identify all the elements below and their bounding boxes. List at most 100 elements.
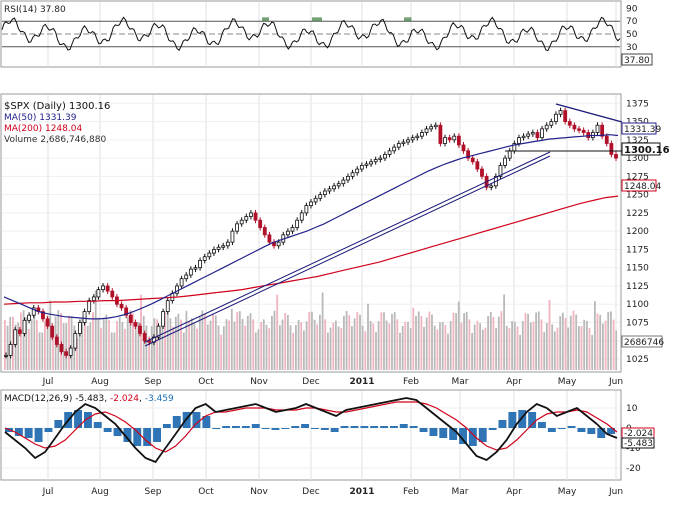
candle-body [22, 319, 27, 334]
ma50-tag: 1331.39 [624, 125, 661, 135]
volume-bar [303, 330, 305, 370]
candle-body [87, 300, 92, 312]
legend-ma50: MA(50) 1331.39 [4, 113, 77, 123]
volume-bar [596, 313, 599, 370]
macd-histogram-bar [439, 428, 448, 438]
candle-body [258, 219, 263, 228]
volume-bar [300, 322, 303, 370]
candle-body [31, 307, 36, 316]
volume-bar [375, 332, 377, 370]
volume-bar [599, 314, 602, 370]
month-label: 2011 [349, 487, 374, 497]
month-label: Mar [452, 377, 469, 387]
ma200-line [3, 195, 619, 305]
macd-histogram-bar [261, 428, 270, 429]
volume-bar [372, 323, 375, 370]
macd-signal-value: -2.024 [110, 394, 139, 404]
candle-body [124, 307, 129, 316]
volume-bar [17, 322, 20, 370]
volume-bar [404, 321, 407, 370]
volume-bar [177, 313, 180, 370]
candle-body [581, 129, 586, 133]
candle-body [346, 175, 350, 181]
volume-bar [332, 322, 335, 370]
candle-body [147, 340, 152, 343]
volume-bar [591, 334, 594, 370]
candle-body [133, 322, 138, 327]
macd-histogram-bar [587, 428, 596, 434]
volume-bar [351, 326, 353, 370]
macd-histogram-bar [271, 428, 280, 430]
volume-bar [145, 325, 148, 370]
volume-bar [190, 318, 193, 370]
macd-histogram-bar [409, 426, 418, 428]
volume-bar [324, 319, 327, 370]
volume-bar [161, 321, 164, 370]
volume-bar [508, 327, 511, 370]
volume-bar [572, 310, 575, 370]
candle-body [461, 144, 466, 152]
volume-tag: 2686746 [624, 338, 664, 348]
macd-histogram-bar [557, 428, 566, 429]
rsi-tick-label: 50 [626, 30, 638, 40]
macd-histogram-bar [370, 426, 379, 428]
candle-body [50, 325, 55, 338]
month-label: Dec [302, 377, 319, 387]
volume-bar [271, 315, 273, 370]
volume-bars [4, 290, 618, 370]
rsi-overbought-fill [404, 17, 412, 22]
volume-bar [257, 329, 260, 370]
volume-bar [244, 325, 247, 370]
volume-bar [361, 325, 364, 370]
volume-bar [497, 316, 500, 370]
volume-bar [105, 314, 108, 370]
volume-bar [126, 316, 129, 370]
volume-bar [345, 311, 348, 370]
macd-tick-label: -20 [626, 464, 641, 474]
trendline-lower [144, 151, 551, 343]
month-label: Apr [506, 487, 522, 497]
candle-body [336, 183, 341, 187]
volume-bar [273, 310, 276, 370]
candle-body [276, 241, 281, 247]
macd-histogram-bar [74, 410, 82, 428]
volume-bar [84, 318, 86, 370]
volume-bar [580, 326, 583, 370]
price-tick-label: 1300 [626, 154, 649, 164]
macd-histogram-bar [44, 428, 53, 432]
volume-bar [94, 290, 97, 370]
volume-bar [305, 321, 308, 370]
month-label: Aug [91, 377, 109, 387]
price-series [3, 103, 623, 359]
volume-bar [569, 315, 572, 370]
month-label: Oct [198, 487, 214, 497]
volume-bar [548, 299, 551, 370]
volume-bar [108, 319, 110, 370]
candle-body [64, 351, 68, 356]
macd-histogram-bar [311, 428, 319, 429]
volume-bar [511, 321, 513, 370]
volume-bar [524, 313, 527, 370]
candle-body [498, 165, 503, 177]
volume-bar [484, 327, 487, 370]
macd-histogram-bar [291, 426, 300, 428]
candle-body [332, 185, 337, 190]
macd-histogram-bar [478, 428, 487, 442]
macd-histogram-bar [123, 428, 132, 442]
candle-body [341, 179, 346, 185]
macd-histogram-bar [320, 428, 329, 430]
candle-body [433, 124, 438, 128]
volume-bar [479, 323, 481, 370]
volume-bar [249, 313, 252, 370]
candle-body [429, 126, 434, 130]
volume-bar [463, 313, 465, 370]
volume-bar [121, 321, 124, 370]
macd-histogram-bar [518, 410, 527, 428]
price-tick-label: 1225 [626, 209, 649, 219]
candle-body [567, 121, 572, 126]
candle-body [165, 300, 170, 312]
volume-bar [116, 321, 118, 370]
candle-body [438, 124, 443, 144]
volume-bar [110, 332, 113, 370]
candle-body [424, 128, 429, 133]
